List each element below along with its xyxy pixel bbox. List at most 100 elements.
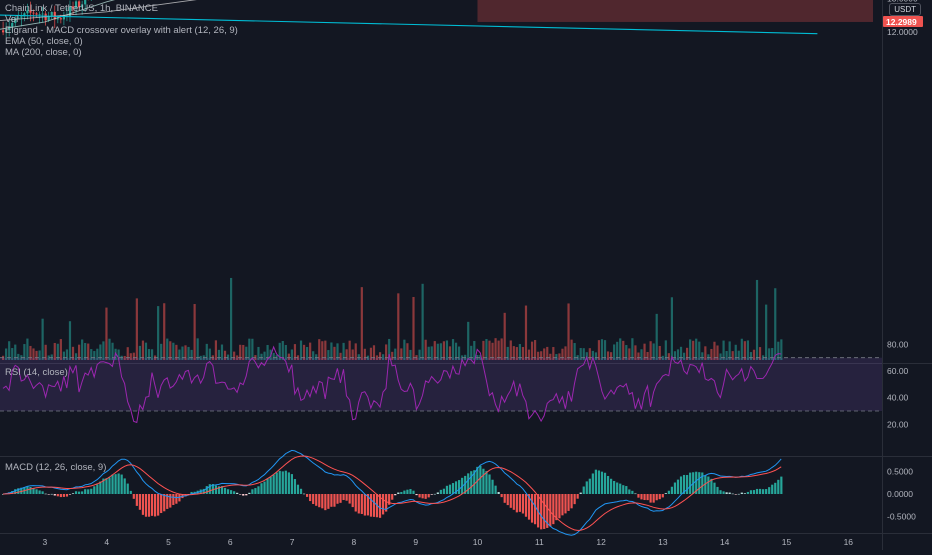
- volume-bar: [65, 349, 69, 360]
- macd-histogram-bar: [202, 488, 205, 494]
- macd-histogram-bar: [771, 484, 774, 494]
- macd-histogram-bar: [99, 481, 102, 494]
- currency-badge[interactable]: USDT: [889, 3, 921, 16]
- time-tick-label: 5: [166, 537, 171, 547]
- macd-histogram-bar: [157, 494, 160, 516]
- macd-histogram-bar: [245, 494, 248, 496]
- volume-bar: [686, 347, 689, 360]
- macd-histogram-bar: [701, 472, 704, 494]
- macd-histogram-bar: [777, 479, 780, 494]
- macd-histogram-bar: [330, 494, 333, 507]
- macd-histogram-bar: [369, 494, 373, 517]
- volume-bar: [223, 350, 227, 360]
- macd-histogram-bar: [585, 481, 588, 494]
- macd-histogram-bar: [208, 484, 211, 494]
- volume-bar: [512, 346, 515, 360]
- macd-histogram-bar: [427, 494, 430, 498]
- volume-bar: [214, 340, 217, 360]
- volume-bar: [230, 277, 233, 360]
- rsi-pane-label[interactable]: RSI (14, close): [5, 367, 68, 378]
- volume-bar: [342, 342, 345, 360]
- volume-bar: [710, 348, 713, 360]
- legend-volume[interactable]: Vol: [5, 14, 19, 25]
- volume-bar: [217, 349, 221, 360]
- macd-histogram-bar: [126, 483, 129, 494]
- macd-histogram-bar: [93, 486, 96, 494]
- macd-histogram-bar: [296, 484, 300, 494]
- volume-bar: [555, 354, 558, 360]
- macd-histogram-bar: [284, 470, 287, 494]
- volume-bar: [518, 344, 521, 360]
- volume-bar: [655, 313, 658, 360]
- candle-body: [23, 13, 26, 17]
- macd-histogram-bar: [780, 476, 783, 494]
- volume-bar: [631, 338, 634, 360]
- macd-histogram-bar: [68, 494, 72, 495]
- macd-histogram-bar: [315, 494, 318, 506]
- volume-bar: [272, 352, 275, 360]
- time-tick-label: 14: [720, 537, 730, 547]
- macd-histogram-bar: [436, 492, 439, 494]
- volume-bar: [673, 351, 677, 360]
- volume-bar: [309, 342, 312, 360]
- macd-histogram-bar: [251, 489, 254, 494]
- legend-macd-overlay[interactable]: Elgrand - MACD crossover overlay with al…: [5, 25, 238, 36]
- macd-histogram-bar: [366, 494, 369, 516]
- volume-bar: [68, 321, 72, 360]
- macd-histogram-bar: [166, 494, 169, 509]
- volume-bar: [11, 348, 14, 360]
- macd-histogram-bar: [576, 494, 579, 499]
- macd-histogram-bar: [731, 493, 734, 495]
- volume-bar: [458, 346, 461, 360]
- candle-body: [84, 0, 87, 5]
- volume-bar: [661, 355, 664, 360]
- macd-histogram-bar: [47, 494, 50, 495]
- macd-histogram-bar: [406, 489, 409, 494]
- macd-histogram-bar: [20, 487, 23, 494]
- legend-ma[interactable]: MA (200, close, 0): [5, 47, 82, 58]
- macd-histogram-bar: [163, 494, 166, 512]
- symbol-title[interactable]: ChainLink / TetherUS, 1h, BINANCE: [5, 3, 158, 14]
- macd-histogram-bar: [497, 492, 500, 494]
- volume-bar: [284, 345, 287, 360]
- volume-bar: [719, 353, 722, 360]
- macd-histogram-bar: [670, 486, 673, 494]
- time-tick-label: 7: [290, 537, 295, 547]
- volume-bar: [488, 340, 491, 360]
- macd-histogram-bar: [597, 470, 601, 494]
- volume-bar: [491, 342, 494, 360]
- price-label-text: 12.2989: [886, 17, 917, 27]
- volume-bar: [543, 348, 546, 360]
- volume-bar: [369, 347, 373, 360]
- volume-bar: [679, 346, 683, 360]
- volume-bar: [90, 349, 93, 360]
- macd-histogram-bar: [108, 477, 111, 494]
- candle-body: [41, 13, 44, 15]
- candle-body: [71, 6, 75, 9]
- macd-histogram-bar: [755, 488, 759, 494]
- volume-bar: [445, 340, 449, 360]
- volume-bar: [257, 346, 260, 360]
- macd-histogram-bar: [768, 487, 771, 494]
- macd-histogram-bar: [439, 489, 442, 494]
- volume-bar: [482, 340, 485, 360]
- volume-bar: [181, 346, 184, 360]
- volume-bar: [248, 338, 251, 360]
- macd-histogram-bar: [324, 494, 327, 511]
- macd-histogram-bar: [154, 494, 157, 517]
- macd-histogram-bar: [236, 492, 239, 494]
- volume-bar: [41, 318, 44, 360]
- volume-bar: [771, 347, 774, 360]
- macd-histogram-bar: [491, 479, 494, 494]
- volume-bar: [62, 351, 65, 360]
- macd-histogram-bar: [372, 494, 376, 517]
- macd-pane-label[interactable]: MACD (12, 26, close, 9): [5, 462, 107, 473]
- candle-body: [50, 11, 53, 16]
- legend-ema[interactable]: EMA (50, close, 0): [5, 36, 83, 47]
- macd-histogram-bar: [558, 494, 561, 519]
- volume-bar: [722, 340, 725, 360]
- macd-histogram-bar: [686, 475, 689, 494]
